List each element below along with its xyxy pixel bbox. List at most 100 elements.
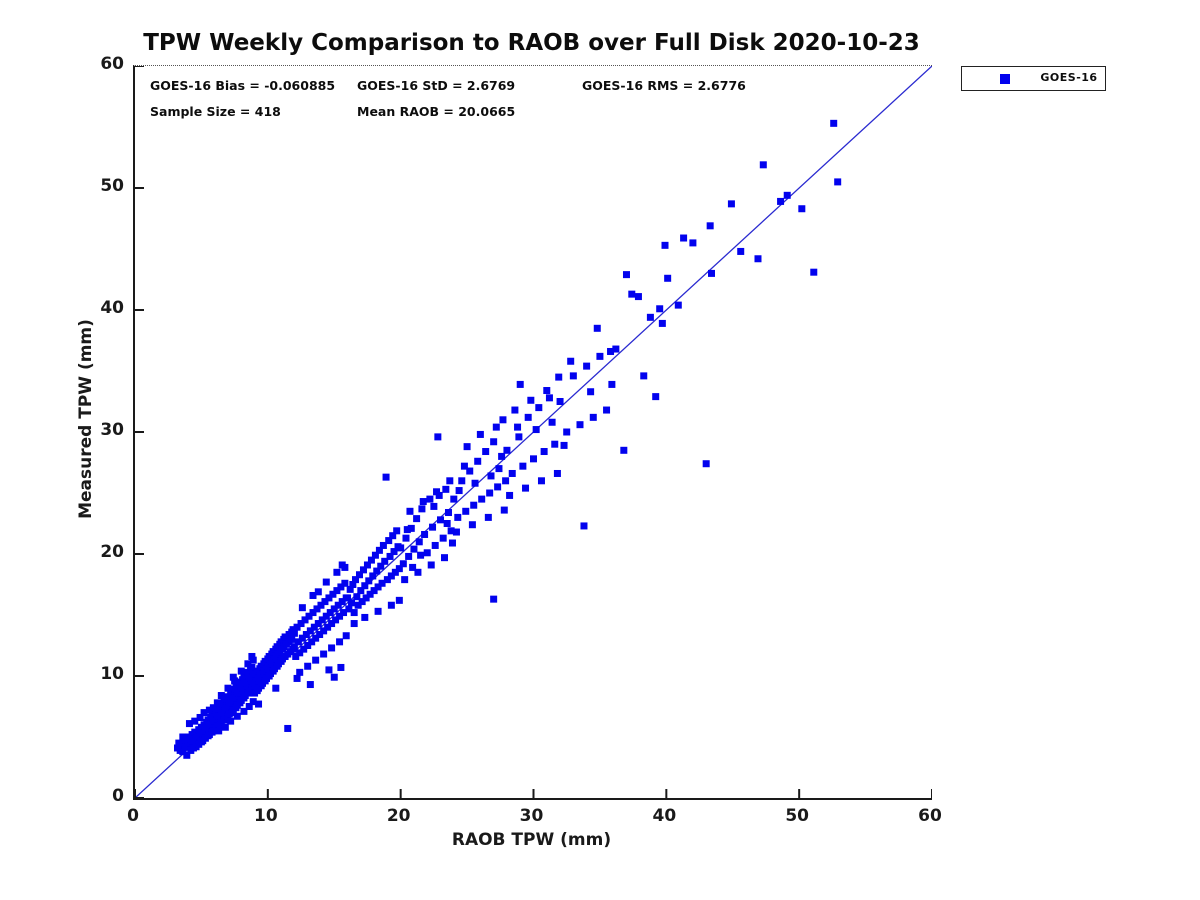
data-point [293,674,301,682]
data-point [378,579,386,587]
data-point [759,161,767,169]
data-point [421,530,429,538]
data-point [511,406,519,414]
data-point [583,362,591,370]
data-point [777,197,785,205]
data-point [515,433,523,441]
y-tick-label: 50 [100,176,124,196]
data-point [419,498,427,506]
data-point [314,620,322,628]
data-point [371,551,379,559]
data-point [304,662,312,670]
data-point [707,269,715,277]
data-point [248,663,256,671]
data-point [306,681,314,689]
data-point [640,372,648,380]
stat-bias: GOES-16 Bias = -0.060885 [150,78,336,93]
data-point [608,380,616,388]
x-tick-label: 10 [253,806,278,826]
data-point [289,626,297,634]
x-tick-label: 50 [785,806,809,826]
data-point [349,581,357,588]
data-point [312,634,320,642]
data-point [519,462,527,470]
data-point [727,200,735,208]
data-point [350,620,358,628]
data-point [288,635,296,643]
data-point [309,591,317,599]
data-point [314,588,322,596]
data-point [646,313,654,321]
data-point [446,477,454,485]
data-point [332,616,340,624]
y-axis-label: Measured TPW (mm) [76,319,96,519]
data-point [290,643,298,651]
data-point [471,479,479,487]
data-point [316,631,324,639]
data-point [426,495,434,503]
data-point [255,700,263,708]
data-point [444,509,452,517]
data-point [490,438,498,446]
data-point [272,684,280,692]
data-point [373,567,381,575]
data-point [658,319,666,327]
data-point [301,616,309,624]
data-point [487,472,495,480]
data-point [387,572,395,580]
legend-box: GOES-16 [961,66,1106,91]
data-point [183,751,191,759]
data-point [363,561,371,569]
data-point [361,613,369,621]
data-point [340,609,348,617]
data-point [543,387,551,395]
data-point [390,548,398,556]
data-point [330,605,338,613]
data-point [502,477,510,485]
data-point [328,644,336,652]
data-point [346,585,354,593]
data-point [454,513,462,521]
data-point [429,523,437,531]
data-point [292,652,300,660]
data-point [325,594,333,602]
data-point [298,604,306,612]
data-point [423,549,431,557]
legend-entry-label: GOES-16 [1040,71,1098,84]
data-point [196,713,204,721]
data-point [337,663,345,671]
data-point [386,552,394,560]
plot-area [133,65,932,800]
data-point [318,616,326,624]
data-point [175,739,183,747]
data-point [527,396,535,404]
y-tick-label: 40 [100,298,124,318]
data-point [395,596,403,604]
data-point [191,717,199,725]
data-point [325,666,333,674]
data-point [462,507,470,515]
data-point [224,684,232,692]
stat-sample-size: Sample Size = 418 [150,104,281,119]
y-tick-label: 30 [100,420,124,440]
data-point [305,612,313,620]
data-point [563,428,571,436]
data-point [587,388,595,396]
data-point [706,222,714,230]
data-point [401,576,409,584]
data-point [333,568,341,576]
data-point [377,562,385,570]
data-point [227,717,235,725]
data-point [321,598,329,606]
data-point [433,488,441,496]
data-point [320,627,328,635]
data-point [333,587,341,595]
data-point [342,632,350,640]
data-point [249,698,257,706]
data-point [441,554,449,562]
data-point [196,733,204,741]
data-point [365,577,373,585]
data-point [754,255,762,263]
x-tick-label: 40 [652,806,677,826]
